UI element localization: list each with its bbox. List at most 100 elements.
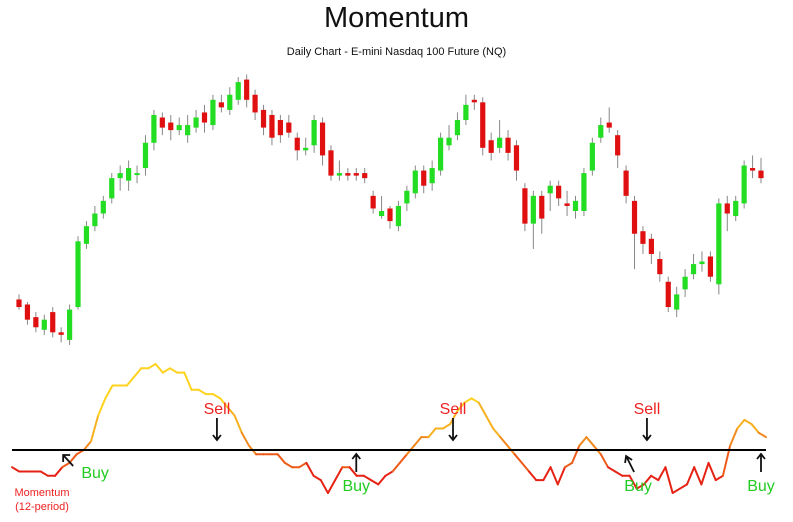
candle-body [505,137,511,153]
candle-body [497,137,503,148]
momentum-segment [671,487,681,494]
candle-body [513,145,520,171]
candle-body [252,94,258,113]
candle [522,183,528,232]
buy-arrow [756,452,766,472]
momentum-segment [686,466,696,486]
momentum-segment [362,474,373,482]
candle [193,109,199,133]
candle-body [345,173,351,176]
momentum-segment [226,406,236,417]
candle [581,168,587,217]
chart-title: Momentum [323,2,470,34]
buy-signal-label: Buy [624,478,652,495]
momentum-segment [276,453,286,464]
buy-signal-label: Buy [81,465,109,482]
candle [463,94,469,126]
candle [446,125,452,151]
momentum-segment [125,375,136,387]
candle-body [24,304,31,320]
candle-body [319,122,326,156]
candle-body [83,226,90,244]
candle [741,160,747,209]
candle-body [134,173,140,176]
candle [615,130,621,169]
candle [134,165,140,184]
candle [286,114,292,138]
momentum-segment [571,444,581,464]
candle-body [277,120,283,136]
momentum-segment [707,461,717,482]
momentum-segment [614,470,624,477]
momentum-segment [520,461,531,473]
candle-body [244,79,250,100]
momentum-segment [161,367,171,374]
candle [66,304,73,345]
candle-body [682,276,688,290]
candle [151,109,157,151]
momentum-segment [197,388,207,396]
candle [50,307,56,338]
candle [623,165,629,204]
momentum-segment [456,401,466,413]
candle [716,198,722,295]
sell-arrow [212,418,222,442]
candle-body [159,117,165,128]
candle-body [218,102,224,108]
candle [319,117,326,166]
candle [513,140,520,181]
candle-body [50,312,56,333]
candle-body [210,99,216,126]
candle-body [168,122,174,131]
candle [176,117,182,136]
candle-body [707,256,714,277]
candle [378,195,385,219]
momentum-label-line1: Momentum [14,487,69,499]
candle [429,160,435,191]
candle [657,251,663,282]
candle-body [294,137,300,151]
candle-body [185,125,191,136]
momentum-segment [377,474,387,486]
candle-body [623,170,629,196]
candle-body [75,241,81,308]
momentum-segment [61,461,71,469]
candle-body [336,173,343,176]
momentum-segment [650,474,660,482]
buy-arrow [351,452,361,472]
candle-body [480,102,486,148]
momentum-segment [39,470,49,477]
sell-signal-label: Sell [634,401,661,418]
candle [471,94,477,110]
momentum-segment [470,397,480,404]
candle [109,173,115,204]
momentum-oscillator [11,363,767,494]
candle [589,137,595,176]
candle-body [142,142,149,169]
momentum-segment [599,453,610,469]
candle-body [362,173,368,179]
candle [33,312,39,333]
candle [269,109,275,146]
candle [648,233,654,265]
candle-body [421,170,427,186]
candle [244,74,250,108]
sell-signal-label: Sell [204,401,231,418]
candle-body [66,309,73,340]
momentum-segment [370,479,380,486]
candle-body [227,94,233,110]
candle [117,165,123,191]
candle-body [328,150,334,176]
candle [699,251,705,272]
momentum-segment [607,466,617,473]
candle [142,135,149,176]
candle [201,104,208,133]
momentum-segment [657,466,667,482]
candle [572,195,579,219]
candle-body [126,168,132,181]
momentum-segment [578,436,588,447]
candle [100,195,106,219]
candle [598,117,604,143]
candle-body [235,82,241,100]
